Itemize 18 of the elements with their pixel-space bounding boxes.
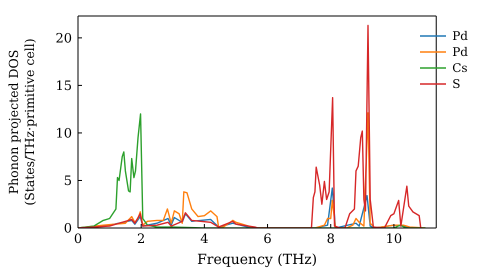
x-tick-label: 6 — [263, 232, 272, 248]
y-tick-label: 5 — [64, 174, 72, 190]
legend-label: Cs — [452, 61, 468, 75]
x-tick-label: 0 — [74, 232, 82, 248]
line-series — [78, 24, 422, 228]
y-tick-label: 10 — [55, 126, 72, 142]
y-tick-label: 20 — [55, 31, 72, 46]
x-tick-label: 2 — [137, 232, 146, 248]
x-tick-label: 10 — [386, 232, 402, 248]
legend-label: Pd — [452, 45, 468, 59]
x-tick-label: 4 — [200, 232, 208, 248]
y-tick-label: 15 — [55, 79, 72, 94]
legend-label: S — [452, 77, 460, 91]
y-axis-title: Phonon projected DOS (States/THz·primitive cell) — [6, 38, 37, 206]
x-axis-title: Frequency (THz) — [197, 252, 318, 268]
x-tick-label: 8 — [326, 232, 335, 248]
y-tick-label: 0 — [64, 222, 72, 237]
legend-label: Pd — [452, 29, 468, 43]
